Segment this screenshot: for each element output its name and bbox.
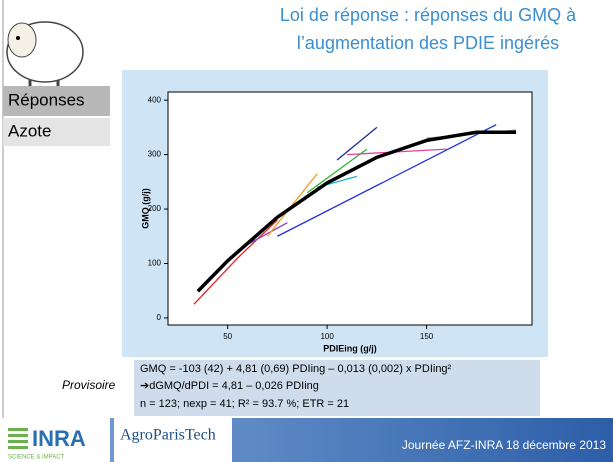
- event: Journée AFZ-INRA 18 décembre 2013: [402, 438, 606, 452]
- logo-box: [114, 418, 232, 462]
- line: [306, 148, 368, 194]
- title: Loi de réponse : réponses du GMQ à: [280, 5, 577, 25]
- menu-item[interactable]: [3, 118, 110, 146]
- x-axis-label: PDIEing (g/j): [323, 343, 377, 353]
- title: l’augmentation des PDIE ingérés: [297, 33, 559, 53]
- line: [196, 130, 517, 293]
- y-axis-label: GMQ (g/j): [140, 188, 150, 229]
- menu-label[interactable]: Réponses: [8, 90, 85, 109]
- y-tick-label: 0: [157, 313, 162, 322]
- logo-subtext: SCIENCE & IMPACT: [8, 455, 65, 461]
- line: [277, 124, 497, 237]
- formula: GMQ = -103 (42) + 4,81 (0,69) PDIing – 0…: [140, 363, 452, 375]
- line: [247, 222, 288, 246]
- y-tick-label: 100: [148, 259, 162, 268]
- formula: n = 123; nexp = 41; R² = 93.7 %; ETR = 2…: [140, 398, 349, 410]
- note: Provisoire: [62, 378, 116, 392]
- x-tick-label: 50: [223, 332, 232, 341]
- plot-area: [167, 91, 533, 326]
- y-tick-label: 200: [148, 204, 162, 213]
- menu-item[interactable]: [3, 86, 110, 116]
- x-tick-label: 150: [420, 332, 434, 341]
- x-tick-label: 100: [320, 332, 334, 341]
- chart: 0 100 200 300 400 50 100 150 PDIEing (g/j) GMQ (g…: [140, 95, 517, 353]
- y-tick-label: 300: [148, 150, 162, 159]
- formula-box: [134, 360, 540, 416]
- formula: ➔dGMQ/dPDI = 4,81 – 0,026 PDIing: [140, 380, 319, 392]
- inra-mark: [8, 428, 28, 449]
- menu-label[interactable]: Azote: [8, 121, 51, 140]
- logo-text: AgroParisTech: [120, 427, 216, 444]
- logo-text: INRA: [32, 426, 86, 451]
- y-tick-label: 400: [148, 95, 162, 104]
- line: [336, 126, 378, 161]
- line: [193, 219, 278, 305]
